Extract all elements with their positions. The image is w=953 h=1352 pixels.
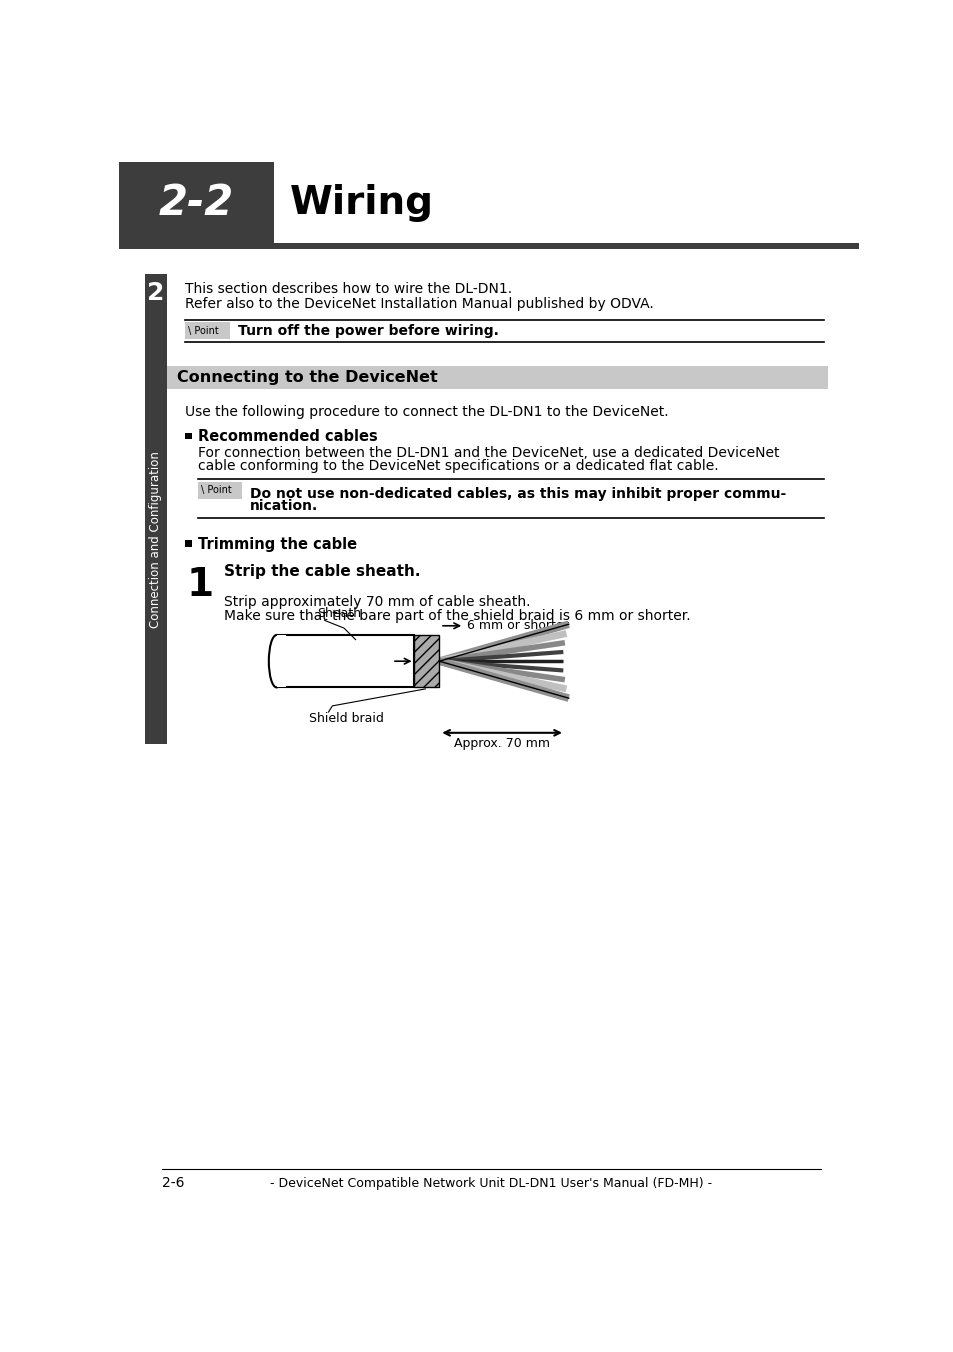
- Bar: [185, 322, 230, 339]
- Text: \ Point: \ Point: [200, 485, 232, 495]
- Text: Sheath: Sheath: [316, 607, 360, 621]
- Text: 6 mm or shorter: 6 mm or shorter: [467, 619, 568, 633]
- Text: \ Point: \ Point: [188, 326, 219, 335]
- Text: 2: 2: [147, 281, 164, 306]
- Text: Make sure that the bare part of the shield braid is 6 mm or shorter.: Make sure that the bare part of the shie…: [224, 608, 690, 623]
- Bar: [119, 243, 858, 249]
- Text: 1: 1: [187, 565, 214, 604]
- Text: Connection and Configuration: Connection and Configuration: [149, 452, 162, 627]
- Bar: [145, 274, 167, 312]
- Text: 2-2: 2-2: [159, 181, 234, 223]
- Bar: [276, 635, 414, 687]
- Text: Do not use non-dedicated cables, as this may inhibit proper commu-: Do not use non-dedicated cables, as this…: [250, 487, 785, 502]
- Text: Turn off the power before wiring.: Turn off the power before wiring.: [237, 324, 498, 338]
- Bar: [414, 635, 439, 687]
- Text: Shield braid: Shield braid: [309, 713, 384, 725]
- Bar: [185, 433, 192, 439]
- Text: Wiring: Wiring: [290, 184, 434, 222]
- Text: Strip approximately 70 mm of cable sheath.: Strip approximately 70 mm of cable sheat…: [224, 595, 530, 608]
- Text: Recommended cables: Recommended cables: [197, 429, 376, 443]
- Bar: [185, 541, 192, 548]
- Text: - DeviceNet Compatible Network Unit DL-DN1 User's Manual (FD-MH) -: - DeviceNet Compatible Network Unit DL-D…: [270, 1176, 712, 1190]
- Text: For connection between the DL-DN1 and the DeviceNet, use a dedicated DeviceNet: For connection between the DL-DN1 and th…: [197, 446, 779, 460]
- Bar: [197, 481, 242, 499]
- Text: Approx. 70 mm: Approx. 70 mm: [454, 737, 550, 750]
- Ellipse shape: [269, 635, 284, 687]
- Text: 2-6: 2-6: [162, 1176, 184, 1190]
- Bar: [145, 312, 167, 744]
- Bar: [276, 635, 286, 687]
- Text: cable conforming to the DeviceNet specifications or a dedicated flat cable.: cable conforming to the DeviceNet specif…: [197, 460, 718, 473]
- Text: Use the following procedure to connect the DL-DN1 to the DeviceNet.: Use the following procedure to connect t…: [185, 404, 668, 419]
- Text: Refer also to the DeviceNet Installation Manual published by ODVA.: Refer also to the DeviceNet Installation…: [185, 297, 653, 311]
- Text: nication.: nication.: [250, 499, 318, 514]
- Bar: [119, 162, 274, 243]
- Text: Connecting to the DeviceNet: Connecting to the DeviceNet: [177, 370, 437, 385]
- Text: Trimming the cable: Trimming the cable: [197, 537, 356, 552]
- Text: Strip the cable sheath.: Strip the cable sheath.: [224, 564, 420, 580]
- Text: This section describes how to wire the DL-DN1.: This section describes how to wire the D…: [185, 281, 512, 296]
- Bar: [166, 366, 827, 389]
